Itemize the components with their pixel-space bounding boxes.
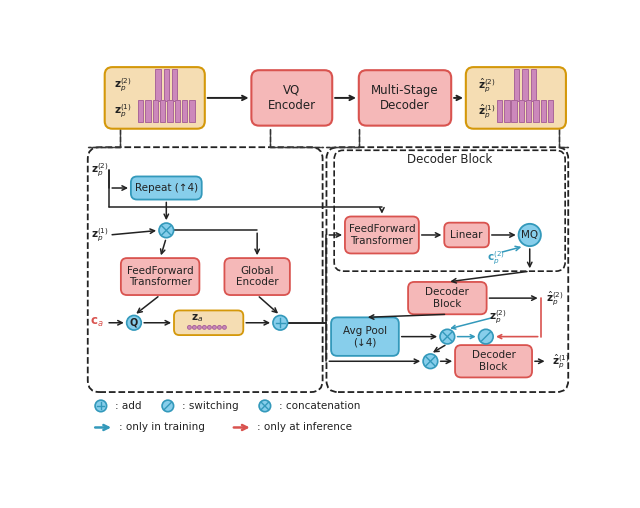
Text: Avg Pool
(↓4): Avg Pool (↓4) [343, 326, 387, 347]
Circle shape [193, 326, 196, 329]
Circle shape [518, 224, 541, 246]
Bar [497, 100, 502, 122]
Text: VQ
Encoder: VQ Encoder [268, 84, 316, 112]
Text: Repeat (↑4): Repeat (↑4) [135, 183, 198, 193]
FancyBboxPatch shape [408, 282, 486, 314]
Text: $\hat{\mathbf{z}}_p^{(1)}$: $\hat{\mathbf{z}}_p^{(1)}$ [552, 353, 570, 370]
FancyBboxPatch shape [359, 70, 451, 125]
Circle shape [95, 400, 107, 411]
Text: Decoder
Block: Decoder Block [472, 351, 515, 372]
FancyBboxPatch shape [345, 216, 419, 253]
Text: Global
Encoder: Global Encoder [236, 266, 278, 288]
Bar [533, 100, 539, 122]
Circle shape [259, 400, 271, 411]
Text: $\mathbf{z}_p^{(2)}$: $\mathbf{z}_p^{(2)}$ [113, 76, 131, 93]
FancyBboxPatch shape [444, 223, 489, 247]
Circle shape [127, 315, 141, 330]
Circle shape [202, 326, 206, 329]
Text: Decoder
Block: Decoder Block [426, 288, 469, 309]
Text: : only at inference: : only at inference [257, 423, 352, 432]
Bar [167, 100, 173, 122]
Circle shape [188, 326, 191, 329]
FancyBboxPatch shape [131, 176, 202, 200]
Text: FeedForward
Transformer: FeedForward Transformer [127, 266, 193, 288]
Bar [519, 100, 524, 122]
Text: $\hat{\mathbf{z}}_p^{(2)}$: $\hat{\mathbf{z}}_p^{(2)}$ [477, 76, 495, 94]
Bar [152, 100, 158, 122]
Text: Linear: Linear [451, 230, 483, 240]
Circle shape [162, 400, 173, 411]
Text: $\mathbf{z}_p^{(1)}$: $\mathbf{z}_p^{(1)}$ [91, 226, 109, 244]
Text: $\mathbf{c}_p^{(2)}$: $\mathbf{c}_p^{(2)}$ [487, 249, 505, 267]
Text: $\hat{\mathbf{z}}_p^{(1)}$: $\hat{\mathbf{z}}_p^{(1)}$ [477, 102, 495, 120]
Text: $\mathbf{z}_p^{(2)}$: $\mathbf{z}_p^{(2)}$ [91, 162, 109, 179]
Bar [531, 69, 536, 101]
Text: $\mathbf{c}_a$: $\mathbf{c}_a$ [90, 316, 104, 329]
FancyBboxPatch shape [455, 345, 532, 377]
FancyBboxPatch shape [225, 258, 290, 295]
FancyBboxPatch shape [105, 67, 205, 129]
Bar [172, 69, 177, 101]
FancyBboxPatch shape [174, 310, 243, 335]
Bar [160, 100, 165, 122]
Circle shape [198, 326, 202, 329]
FancyBboxPatch shape [252, 70, 332, 125]
Circle shape [159, 223, 173, 238]
Circle shape [207, 326, 211, 329]
Circle shape [440, 329, 454, 344]
Circle shape [223, 326, 227, 329]
FancyBboxPatch shape [121, 258, 200, 295]
Text: $\mathbf{z}_p^{(1)}$: $\mathbf{z}_p^{(1)}$ [113, 102, 131, 120]
Text: $\mathbf{z}_a$: $\mathbf{z}_a$ [191, 312, 203, 324]
Text: $\mathbf{z}_p^{(2)}$: $\mathbf{z}_p^{(2)}$ [488, 309, 506, 326]
Bar [504, 100, 509, 122]
Text: Q: Q [130, 318, 138, 328]
Bar [145, 100, 150, 122]
FancyBboxPatch shape [466, 67, 566, 129]
Bar [541, 100, 546, 122]
Circle shape [212, 326, 216, 329]
Bar [182, 100, 188, 122]
Text: : concatenation: : concatenation [280, 401, 361, 411]
Text: $\hat{\mathbf{z}}_p^{(2)}$: $\hat{\mathbf{z}}_p^{(2)}$ [547, 289, 564, 307]
FancyBboxPatch shape [331, 318, 399, 356]
Text: : only in training: : only in training [118, 423, 204, 432]
Circle shape [218, 326, 221, 329]
Bar [526, 100, 531, 122]
Bar [189, 100, 195, 122]
Text: : switching: : switching [182, 401, 239, 411]
Bar [522, 69, 528, 101]
Circle shape [479, 329, 493, 344]
Bar [548, 100, 554, 122]
Text: : add: : add [115, 401, 142, 411]
Circle shape [423, 354, 438, 369]
Bar [155, 69, 161, 101]
Bar [164, 69, 169, 101]
Text: Decoder Block: Decoder Block [407, 153, 492, 166]
Bar [138, 100, 143, 122]
Bar [514, 69, 519, 101]
Text: FeedForward
Transformer: FeedForward Transformer [349, 224, 415, 246]
Circle shape [273, 315, 287, 330]
Text: MQ: MQ [521, 230, 538, 240]
Bar [175, 100, 180, 122]
Bar [511, 100, 517, 122]
Text: Multi-Stage
Decoder: Multi-Stage Decoder [371, 84, 439, 112]
